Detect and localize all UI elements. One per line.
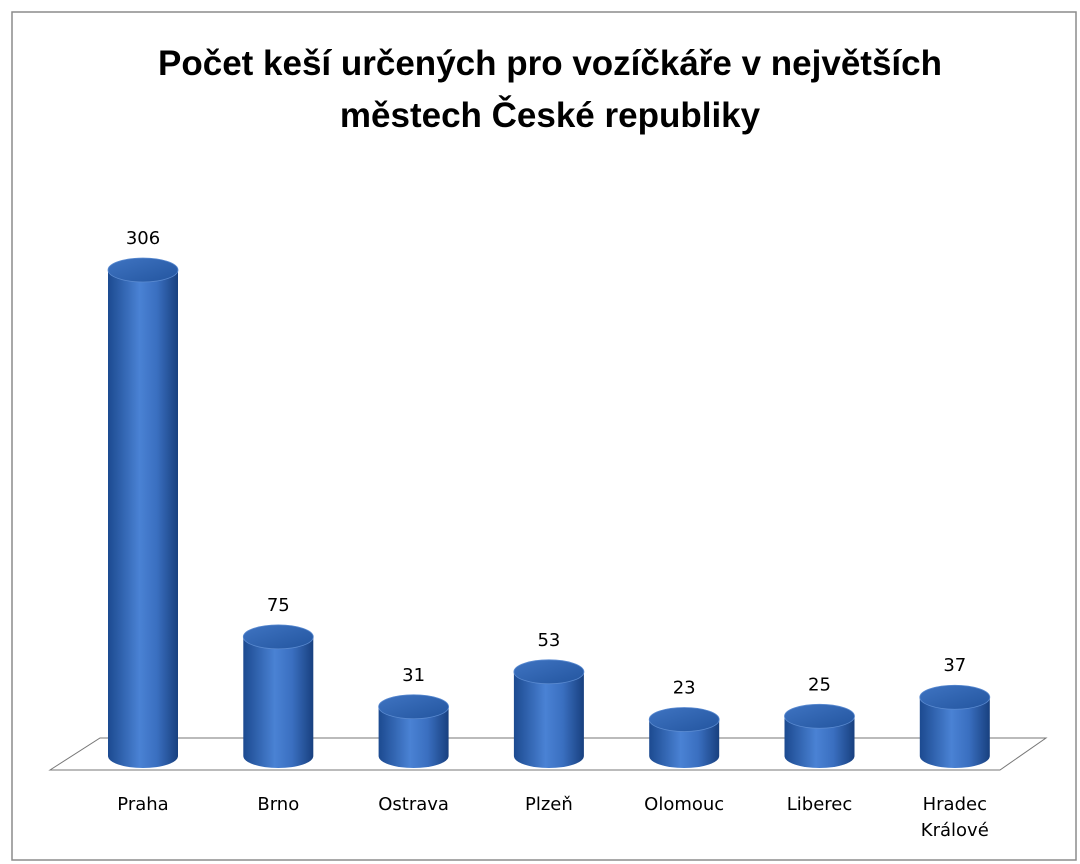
bar-top [648,707,720,732]
x-tick-label: Brno [257,794,300,815]
bar-top [919,684,991,710]
value-label: 23 [673,677,696,698]
bar [108,270,178,768]
x-tick-label: Plzeň [524,794,573,815]
x-tick-label: Liberec [786,794,853,815]
bar [513,671,584,768]
bar [784,716,855,768]
value-label: 25 [808,674,831,695]
bar [243,636,314,768]
value-label: 53 [537,630,560,651]
bar [649,719,720,768]
bar-top [784,703,855,729]
value-label: 31 [402,665,425,686]
x-tick-label: Ostrava [378,794,449,815]
bar [919,697,990,768]
value-label: 75 [267,595,290,616]
bar-top [107,257,179,283]
x-tick-label: Praha [117,794,169,815]
bar-top [378,694,450,720]
x-tick-label: Hradec Králové [920,794,989,841]
chart-title: Počet keší určených pro vozíčkáře v nejv… [158,44,942,135]
x-tick-label: Olomouc [644,794,725,815]
bar-top [242,624,314,650]
bar [378,706,449,768]
value-label: 37 [943,655,966,676]
value-label: 306 [126,228,160,249]
chart-border [11,11,1077,861]
bar-top [513,659,585,685]
